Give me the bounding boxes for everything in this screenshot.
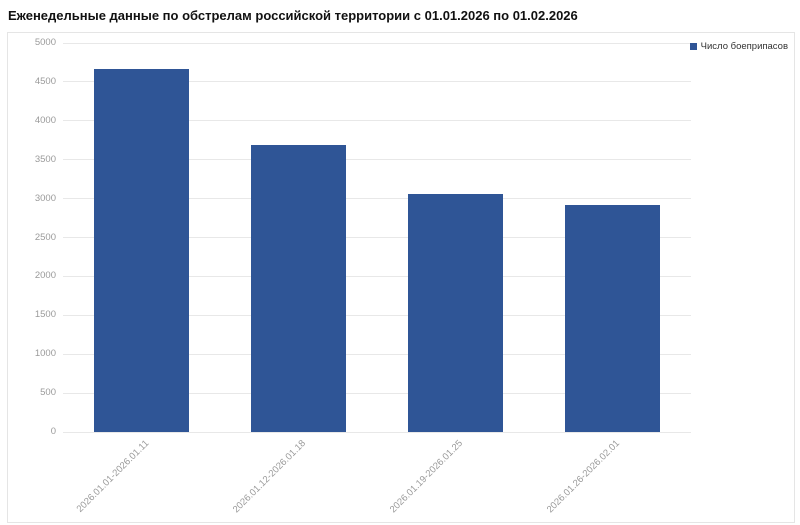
gridline bbox=[63, 120, 691, 122]
bar bbox=[565, 205, 660, 432]
bar bbox=[251, 144, 346, 432]
legend-label: Число боеприпасов bbox=[700, 41, 788, 52]
gridline bbox=[63, 353, 691, 355]
y-axis-tick-label: 3000 bbox=[34, 192, 56, 204]
y-axis-tick-label: 1500 bbox=[34, 309, 56, 321]
y-axis-tick-label: 1000 bbox=[34, 348, 56, 360]
gridline bbox=[63, 314, 691, 316]
y-axis-tick-label: 0 bbox=[50, 426, 56, 437]
x-axis-tick-label: 2026.01.12-2026.01.18 bbox=[231, 438, 309, 516]
chart-title: Еженедельные данные по обстрелам российс… bbox=[8, 8, 578, 23]
gridline bbox=[63, 392, 691, 394]
gridline bbox=[63, 275, 691, 277]
y-axis-tick-label: 5000 bbox=[34, 37, 56, 48]
y-axis-tick-label: 4000 bbox=[34, 114, 56, 126]
gridline bbox=[63, 431, 691, 433]
gridline bbox=[63, 237, 691, 238]
y-axis-tick-label: 500 bbox=[40, 387, 56, 399]
chart-card: Число боеприпасов 0 500 1000 1500 2000 2500 30… bbox=[7, 32, 795, 523]
x-axis-tick-label: 2026.01.26-2026.02.01 bbox=[545, 438, 623, 516]
plot-area: 0 500 1000 1500 2000 2500 3000 3500 4000 4500 5000… bbox=[35, 38, 691, 515]
y-axis-tick-label: 2000 bbox=[34, 270, 56, 282]
bar bbox=[94, 68, 189, 432]
y-axis-tick-label: 2500 bbox=[34, 231, 56, 243]
y-axis-tick-label: 3500 bbox=[34, 153, 56, 165]
x-axis-tick-label: 2026.01.01-2026.01.11 bbox=[74, 438, 152, 515]
x-axis-tick-label: 2026.01.19-2026.01.25 bbox=[388, 438, 466, 516]
y-axis-tick-label: 4500 bbox=[34, 75, 56, 87]
gridline bbox=[63, 159, 691, 161]
gridline bbox=[63, 198, 691, 200]
legend-marker-square bbox=[689, 43, 697, 50]
legend: Число боеприпасов bbox=[689, 41, 788, 52]
bar bbox=[408, 193, 503, 432]
gridline bbox=[63, 81, 691, 83]
gridline bbox=[63, 42, 691, 44]
